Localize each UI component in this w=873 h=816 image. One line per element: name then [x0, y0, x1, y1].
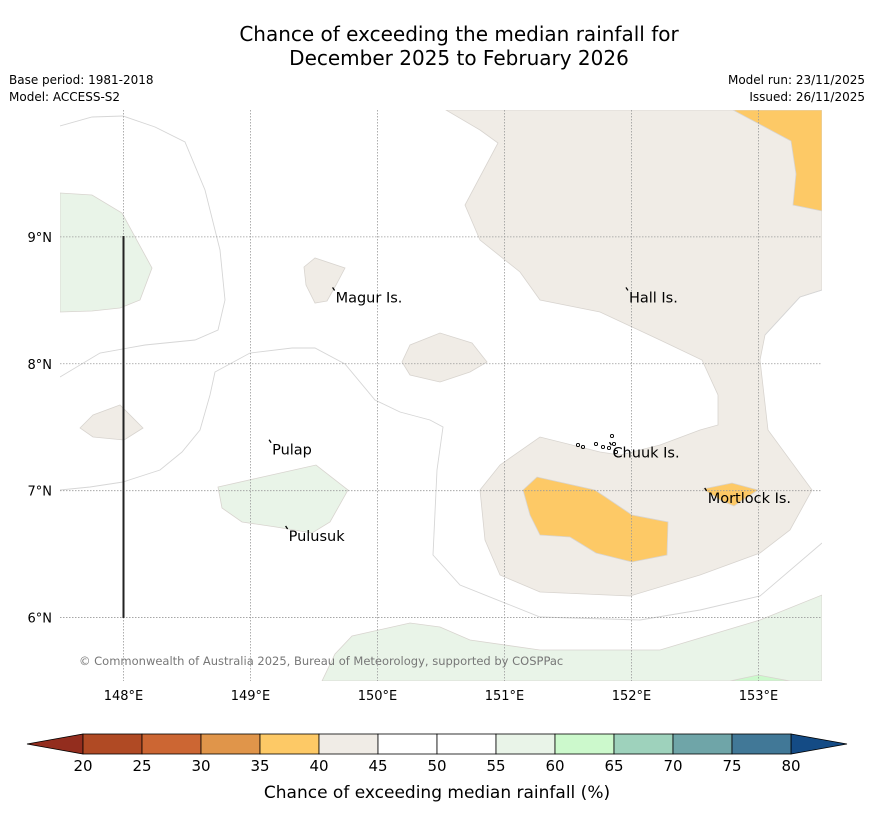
colorbar-bin-20-25: [82, 733, 143, 755]
chuuk-island-outline: [611, 441, 617, 447]
map-plot-area: Magur Is. Hall Is. Pulap Chuuk Is. Mortlock …: [60, 110, 822, 681]
island-outline: [332, 287, 336, 291]
region-35-40-percent: [732, 110, 822, 212]
region-40-45-percent: [445, 110, 822, 597]
region-60-65-percent: [729, 674, 791, 681]
colorbar-bin-75-80: [731, 733, 792, 755]
place-label-pulap: Pulap: [272, 443, 312, 459]
island-outline: [268, 439, 272, 444]
colorbar-title: Chance of exceeding median rainfall (%): [264, 783, 610, 803]
title-line-1: Chance of exceeding the median rainfall …: [239, 22, 679, 46]
colorbar-tick-label: 75: [722, 757, 741, 775]
place-label-chuuk-is: Chuuk Is.: [612, 445, 679, 461]
island-outline: [608, 441, 612, 446]
colorbar-bin-60-65: [554, 733, 615, 755]
colorbar-bin-30-35: [200, 733, 261, 755]
colorbar-tick-label: 25: [132, 757, 151, 775]
base-period: Base period: 1981-2018: [9, 73, 154, 87]
latitude-ticks: 9°N 8°N 7°N 6°N: [28, 231, 53, 627]
chuuk-island-outline: [609, 433, 615, 439]
place-label-mortlock-is: Mortlock Is.: [708, 491, 791, 507]
island-outlines: [268, 287, 708, 530]
chuuk-island-outline: [593, 441, 599, 447]
chuuk-island-outline: [613, 449, 619, 455]
colorbar-tick-label: 20: [73, 757, 92, 775]
longitude-tick-label: 152°E: [612, 689, 652, 704]
model-info: Base period: 1981-2018 Model: ACCESS-S2: [9, 72, 154, 106]
region-40-45-percent: [401, 332, 488, 383]
region-35-40-percent: [701, 482, 759, 507]
latitude-tick-label: 7°N: [28, 485, 53, 500]
colorbar-under-arrow: [26, 733, 84, 755]
chuuk-island-outline: [600, 444, 606, 450]
longitude-tick-label: 150°E: [358, 689, 398, 704]
contour-line: [764, 289, 822, 336]
longitude-ticks: 148°E 149°E 150°E 151°E 152°E 153°E: [104, 689, 779, 704]
region-55-60-percent: [60, 192, 153, 313]
copyright-notice: © Commonwealth of Australia 2025, Bureau…: [79, 654, 563, 668]
issued-date: Issued: 26/11/2025: [749, 90, 865, 104]
colorbar-over-arrow: [790, 733, 848, 755]
gridlines: [60, 110, 822, 681]
colorbar-bin-25-30: [141, 733, 202, 755]
colorbar-tick-label: 50: [427, 757, 446, 775]
region-40-45-percent: [79, 404, 144, 441]
latitude-tick-label: 9°N: [28, 231, 53, 246]
contour-line: [60, 115, 226, 378]
place-label-pulusuk: Pulusuk: [289, 529, 346, 545]
colorbar-bin-65-70: [613, 733, 674, 755]
longitude-tick-label: 153°E: [739, 689, 779, 704]
model-name: Model: ACCESS-S2: [9, 90, 121, 104]
map-title: Chance of exceeding the median rainfall …: [0, 22, 873, 70]
region-35-40-percent: [522, 476, 669, 563]
island-outline: [625, 287, 629, 291]
chuuk-island-outline: [580, 444, 586, 450]
chuuk-island-outline: [575, 442, 581, 448]
colorbar-tick-label: 80: [781, 757, 800, 775]
longitude-tick-label: 149°E: [231, 689, 271, 704]
colorbar-tick-label: 35: [250, 757, 269, 775]
latitude-tick-label: 6°N: [28, 612, 53, 627]
colorbar-bin-35-40: [259, 733, 320, 755]
probability-regions: [60, 110, 822, 681]
colorbar-tick-label: 45: [368, 757, 387, 775]
region-40-45-percent: [303, 257, 346, 304]
model-run-date: Model run: 23/11/2025: [727, 73, 865, 87]
colorbar-bin-55-60: [495, 733, 556, 755]
run-info: Model run: 23/11/2025 Issued: 26/11/2025: [728, 72, 865, 106]
place-labels: Magur Is. Hall Is. Pulap Chuuk Is. Mortlock …: [272, 290, 791, 545]
place-label-magur-is: Magur Is.: [336, 290, 403, 306]
longitude-tick-label: 151°E: [485, 689, 525, 704]
colorbar-tick-label: 30: [191, 757, 210, 775]
colorbar: 20 25 30 35 40 45 50 55 60 65 70 75 80: [26, 733, 848, 775]
region-55-60-percent: [321, 594, 822, 681]
colorbar-bin-45-50: [377, 733, 438, 755]
latitude-tick-label: 8°N: [28, 358, 53, 373]
island-outline: [704, 487, 708, 492]
colorbar-tick-label: 65: [604, 757, 623, 775]
island-outline: [285, 525, 289, 530]
title-line-2: December 2025 to February 2026: [289, 46, 629, 70]
colorbar-tick-label: 60: [545, 757, 564, 775]
place-label-hall-is: Hall Is.: [629, 290, 678, 306]
colorbar-bin-70-75: [672, 733, 733, 755]
chuuk-island-outline: [606, 445, 612, 451]
longitude-tick-label: 148°E: [104, 689, 144, 704]
contour-line: [60, 347, 822, 621]
colorbar-tick-label: 70: [663, 757, 682, 775]
colorbar-bin-40-45: [318, 733, 379, 755]
colorbar-tick-label: 55: [486, 757, 505, 775]
colorbar-tick-label: 40: [309, 757, 328, 775]
colorbar-bin-50-55: [436, 733, 497, 755]
